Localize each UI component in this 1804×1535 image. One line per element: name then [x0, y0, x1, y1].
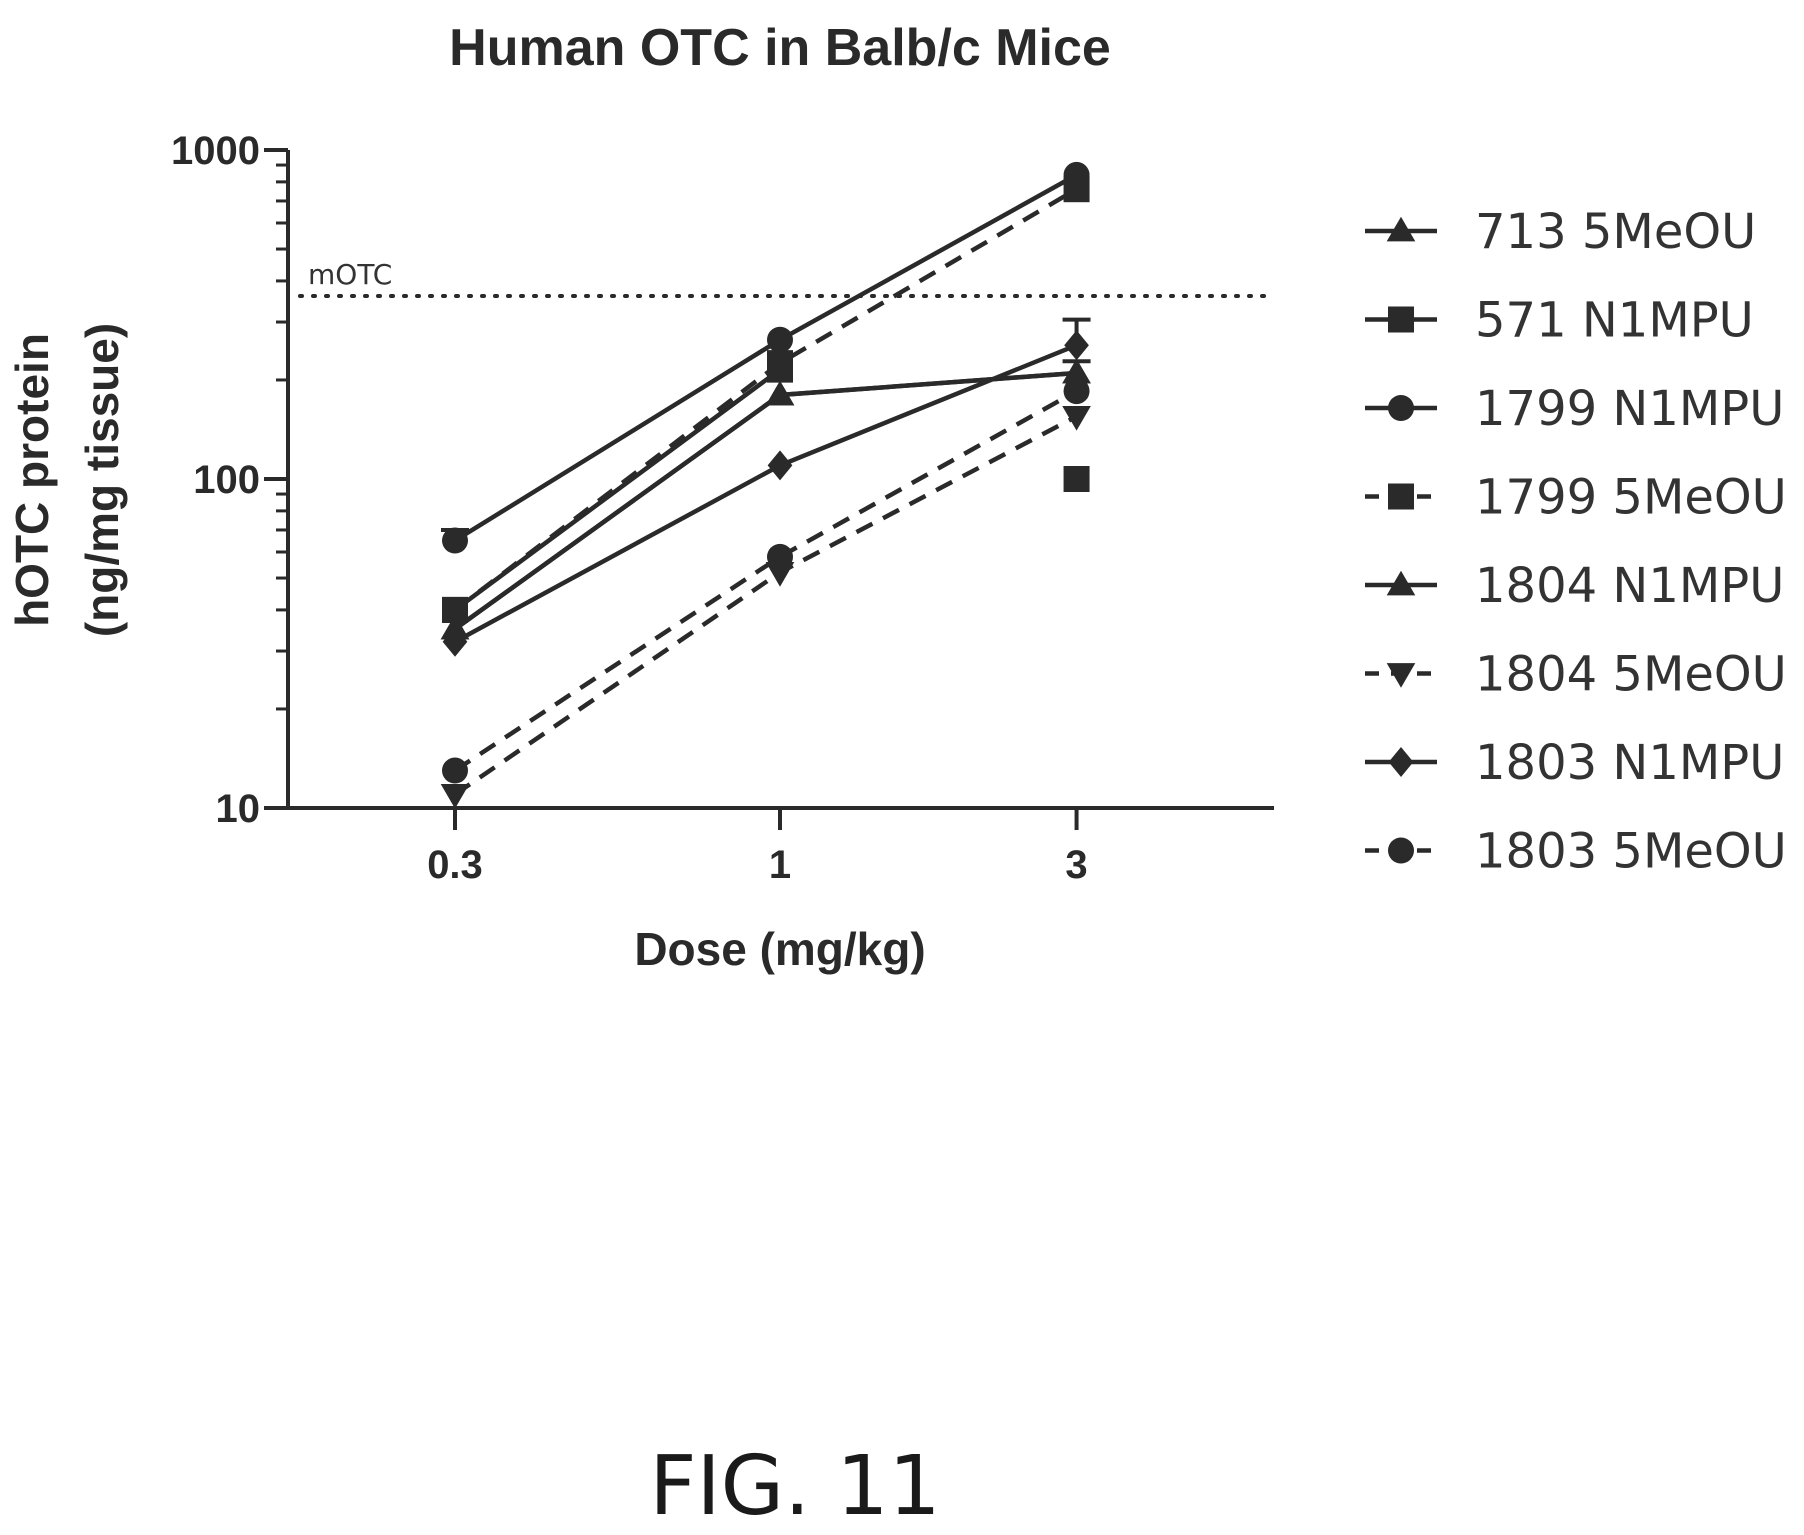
data-point [440, 783, 470, 809]
legend-marker [1386, 570, 1416, 596]
legend-item: 713 5MeOU [1365, 204, 1756, 260]
x-tick-label: 1 [769, 843, 791, 887]
data-point [442, 757, 468, 784]
legend-marker [1386, 663, 1416, 688]
legend-marker [1388, 747, 1414, 777]
data-point [1064, 330, 1089, 361]
data-point [442, 527, 468, 554]
legend-label: 1803 5MeOU [1475, 824, 1787, 880]
legend-item: 1804 N1MPU [1365, 558, 1784, 614]
data-point [765, 562, 795, 587]
reference-line-label: mOTC [308, 258, 392, 291]
x-tick-label: 0.3 [427, 843, 483, 887]
x-axis-ticks: 0.3 1 3 [427, 808, 1088, 887]
data-point [767, 450, 793, 481]
figure-caption: FIG. 11 [649, 1439, 940, 1534]
plot-series [440, 161, 1091, 809]
legend: 713 5MeOU 571 N1MPU 1799 N1MPU 1799 5MeOU 18… [1365, 204, 1787, 880]
data-point [442, 626, 468, 657]
data-point [1063, 176, 1090, 203]
data-point [765, 380, 795, 406]
x-axis-label: Dose (mg/kg) [634, 923, 925, 975]
chart-title: Human OTC in Balb/c Mice [449, 19, 1111, 77]
y-axis-label: hOTC protein (ng/mg tissue) [6, 323, 128, 637]
y-axis-ticks: 10 100 1000 [171, 129, 288, 831]
legend-item: 1799 N1MPU [1365, 381, 1784, 437]
legend-label: 713 5MeOU [1475, 204, 1756, 260]
data-point [1062, 405, 1091, 431]
data-point [767, 350, 793, 377]
series-1799-5meou [442, 176, 1090, 623]
series-line [453, 172, 1078, 543]
legend-item: 1803 N1MPU [1365, 735, 1784, 791]
legend-item: 1799 5MeOU [1365, 470, 1787, 526]
y-tick-label: 10 [216, 787, 261, 831]
y-tick-label: 100 [193, 458, 260, 502]
data-point [1063, 378, 1090, 405]
legend-item: 1803 5MeOU [1365, 824, 1787, 880]
legend-marker [1388, 306, 1414, 333]
series-line [453, 343, 1078, 644]
series-1803-5meou [442, 378, 1090, 784]
data-point [767, 326, 793, 353]
y-axis-label-line-2: (ng/mg tissue) [76, 323, 128, 637]
legend-marker [1388, 395, 1414, 421]
data-point [1063, 466, 1090, 492]
legend-label: 571 N1MPU [1475, 293, 1754, 349]
legend-label: 1803 N1MPU [1475, 735, 1784, 791]
legend-label: 1804 5MeOU [1475, 647, 1787, 703]
legend-label: 1799 N1MPU [1475, 381, 1784, 437]
data-point [1062, 358, 1091, 384]
legend-marker [1388, 483, 1414, 510]
series-line [453, 187, 1078, 612]
x-tick-label: 3 [1065, 843, 1087, 887]
legend-marker [1386, 216, 1416, 242]
series-1799-n1mpu [441, 161, 1090, 554]
legend-item: 1804 5MeOU [1365, 647, 1787, 703]
reference-line: mOTC [298, 258, 1276, 298]
legend-label: 1804 N1MPU [1475, 558, 1784, 614]
series-1803-n1mpu [442, 317, 1091, 657]
legend-label: 1799 5MeOU [1475, 470, 1787, 526]
y-axis-label-line-1: hOTC protein [6, 333, 58, 627]
y-tick-label: 1000 [171, 129, 260, 173]
legend-marker [1388, 837, 1414, 864]
data-point [767, 543, 793, 570]
series-1804-5meou [440, 405, 1091, 809]
series-line [453, 389, 1078, 773]
legend-item: 571 N1MPU [1365, 293, 1754, 349]
